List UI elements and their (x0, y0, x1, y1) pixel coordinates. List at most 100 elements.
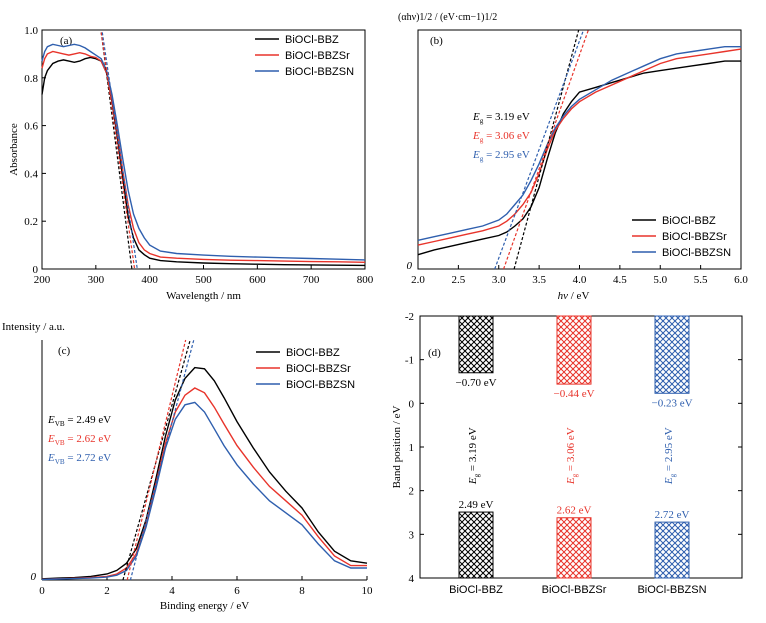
x-axis-label: hν / eV (558, 290, 590, 302)
vb-bar-1 (556, 517, 592, 579)
x-axis-label-0: 0 (39, 585, 45, 597)
panel-label: (a) (60, 35, 73, 47)
legend-label-1: BiOCl-BBZSr (662, 231, 727, 243)
y-axis-label: Absorbance (8, 123, 20, 176)
x-axis-label-2: 3.0 (492, 274, 506, 286)
x-axis-label-7: 5.5 (694, 274, 708, 286)
series-line-biocl-bbzsn (417, 46, 741, 241)
series-line-biocl-bbzsr (41, 387, 367, 580)
y-axis-label: Intensity / a.u. (2, 321, 65, 333)
x-axis-label-8: 6.0 (734, 274, 748, 286)
fit-line-2 (129, 339, 195, 581)
fit-line-0 (513, 29, 580, 270)
fit-line-1 (503, 29, 589, 270)
y-tick-label-0: 0 (31, 571, 37, 583)
panel-a-absorbance-chart: 0 0.2 0.4 0.6 0.8 1.0 200 300 400 500 600 700 800 Wav… (8, 25, 374, 302)
y-tick-label-1: 0.2 (24, 216, 38, 228)
y-tick-label-0: 0 (407, 260, 413, 272)
y-tick-label-0: 0 (33, 264, 39, 276)
cb-label-2: −0.23 eV (651, 397, 692, 409)
legend-label-2: BiOCl-BBZSN (286, 379, 355, 391)
series-line-biocl-bbzsr (41, 50, 366, 263)
panel-d-band-chart: -2 -1 0 1 2 3 4 Band position / eV (d) −0.70 eV 2.… (391, 311, 743, 596)
x-axis-label-5: 10 (362, 585, 374, 597)
legend-label-0: BiOCl-BBZ (285, 34, 339, 46)
eg-label-0: Eg = 3.19 eV (467, 427, 481, 485)
series-line-biocl-bbz (41, 366, 368, 580)
y-tick-label-4: 0.8 (24, 73, 38, 85)
eg-label-1: Eg = 3.06 eV (565, 427, 579, 485)
panel-b-tauc-chart: 0 2.0 2.5 3.0 3.5 4.0 4.5 5.0 5.5 6.0 hν / eV (αhν)… (398, 12, 748, 302)
legend-label-0: BiOCl-BBZ (662, 215, 716, 227)
y-tick-label-3: 0.6 (24, 121, 38, 133)
legend-label-2: BiOCl-BBZSN (285, 66, 354, 78)
cb-bar-2 (654, 315, 690, 394)
legend-label-0: BiOCl-BBZ (286, 347, 340, 359)
panel-label: (c) (58, 345, 71, 357)
legend-label-2: BiOCl-BBZSN (662, 247, 731, 259)
y-tick-label-6: 4 (409, 573, 415, 585)
x-axis-label-1: 2.5 (452, 274, 466, 286)
evb-annotation-1: EVB = 2.62 eV (47, 433, 111, 447)
evb-annotation-2: EVB = 2.72 eV (47, 452, 111, 466)
x-axis-label-0: 2.0 (411, 274, 425, 286)
x-axis-label-5: 700 (303, 274, 320, 286)
eg-annotation-1: Eg = 3.06 eV (472, 130, 530, 144)
eg-annotation-2: Eg = 2.95 eV (472, 149, 530, 163)
series-line-biocl-bbzsn (41, 401, 367, 581)
y-tick-label-2: 0.4 (24, 168, 38, 180)
vb-label-0: 2.49 eV (459, 499, 494, 511)
x-axis-label-3: 500 (195, 274, 212, 286)
x-axis-label-5: 4.5 (613, 274, 627, 286)
y-axis-label: (αhν)1/2 / (eV·cm−1)1/2 (398, 12, 497, 23)
x-axis-label-1: 2 (104, 585, 110, 597)
cb-bar-0 (458, 315, 494, 374)
x-axis-label-0: 200 (34, 274, 51, 286)
cb-label-1: −0.44 eV (553, 388, 594, 400)
y-tick-label-3: 1 (409, 442, 415, 454)
legend-label-1: BiOCl-BBZSr (286, 363, 351, 375)
x-axis-label-3: 6 (234, 585, 240, 597)
category-label-0: BiOCl-BBZ (449, 584, 503, 596)
series-line-biocl-bbzsn (41, 43, 366, 261)
x-axis-label-6: 800 (357, 274, 374, 286)
x-axis-label-6: 5.0 (653, 274, 667, 286)
eg-label-2: Eg = 2.95 eV (663, 427, 677, 485)
vb-bar-2 (654, 521, 690, 579)
eg-annotation-0: Eg = 3.19 eV (472, 111, 530, 125)
cb-bar-1 (556, 315, 592, 385)
fit-line-2 (494, 29, 585, 270)
vb-label-1: 2.62 eV (557, 505, 592, 517)
category-label-1: BiOCl-BBZSr (542, 584, 607, 596)
x-axis-label-4: 4.0 (573, 274, 587, 286)
cb-label-0: −0.70 eV (455, 377, 496, 389)
x-axis-label: Wavelength / nm (166, 290, 241, 302)
fit-line-0 (122, 339, 191, 581)
x-axis-label-1: 300 (88, 274, 105, 286)
vb-label-2: 2.72 eV (655, 509, 690, 521)
fit-line-1 (126, 339, 187, 581)
x-axis-label-4: 600 (249, 274, 266, 286)
y-tick-label-0: -2 (405, 311, 414, 323)
y-tick-label-1: -1 (405, 355, 414, 367)
y-tick-label-5: 1.0 (24, 25, 38, 37)
x-axis-label-2: 4 (169, 585, 175, 597)
series-line-biocl-bbzsr (417, 48, 742, 246)
x-axis-label-2: 400 (141, 274, 158, 286)
x-axis-label: Binding energy / eV (160, 600, 249, 612)
series-line-biocl-bbz (41, 56, 366, 267)
evb-annotation-0: EVB = 2.49 eV (47, 414, 111, 428)
panel-label: (d) (428, 347, 441, 359)
y-tick-label-5: 3 (409, 529, 415, 541)
vb-bar-0 (458, 511, 494, 579)
x-axis-label-3: 3.5 (532, 274, 546, 286)
y-tick-label-4: 2 (409, 486, 415, 498)
y-tick-label-2: 0 (409, 398, 415, 410)
panel-c-xps-chart: 00 2 4 6 8 10 Binding energy / eV Intensity / a… (2, 321, 373, 612)
y-axis-label: Band position / eV (391, 406, 403, 489)
fit-line-1 (100, 32, 136, 270)
x-axis-label-4: 8 (299, 585, 305, 597)
legend-label-1: BiOCl-BBZSr (285, 50, 350, 62)
panel-label: (b) (430, 35, 443, 47)
